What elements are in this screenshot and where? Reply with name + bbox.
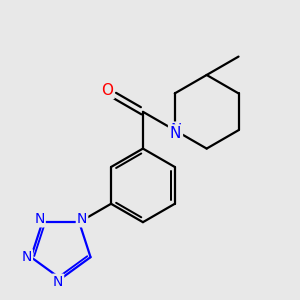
Text: N: N	[53, 274, 63, 289]
Text: N: N	[170, 123, 182, 138]
Text: O: O	[101, 83, 113, 98]
Text: N: N	[34, 212, 45, 226]
Text: N: N	[169, 125, 181, 140]
Text: N: N	[77, 212, 87, 226]
Text: N: N	[22, 250, 32, 264]
